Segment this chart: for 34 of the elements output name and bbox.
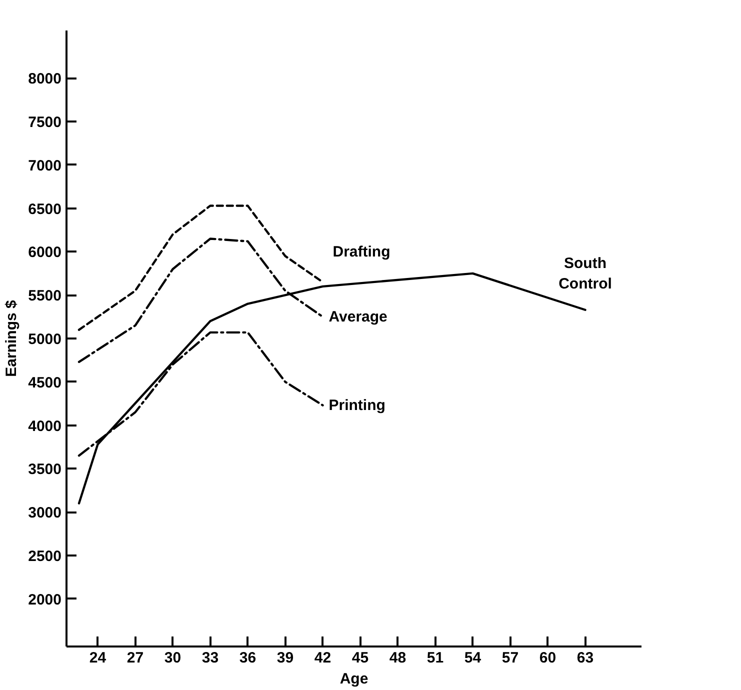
series-label: South Control [558, 255, 612, 293]
y-tick-label: 6000 [28, 244, 62, 262]
series-label: Drafting [332, 244, 390, 261]
y-tick-label: 5500 [28, 288, 62, 305]
y-tick-label: 3000 [28, 504, 62, 522]
y-tick-label: 7000 [28, 157, 62, 174]
y-tick-label: 4000 [28, 418, 62, 435]
series-label: Average [328, 308, 388, 326]
x-tick-label: 33 [202, 650, 219, 666]
y-tick-label: 3500 [28, 461, 62, 478]
x-tick-label: 60 [539, 650, 556, 666]
y-tick-label: 2500 [28, 548, 62, 565]
x-tick-label: 27 [126, 650, 144, 666]
x-tick-label: 48 [389, 650, 406, 666]
x-tick-label: 30 [164, 650, 182, 666]
x-tick-label: 39 [276, 650, 294, 666]
series-label: Printing [328, 396, 386, 414]
x-tick-label: 51 [426, 650, 444, 666]
y-tick-label: 6500 [28, 200, 62, 218]
y-axis-title: Earnings $ [3, 299, 20, 377]
x-tick-label: 24 [89, 650, 107, 666]
x-tick-label: 36 [239, 650, 256, 666]
x-tick-label: 57 [502, 650, 519, 666]
y-tick-label: 2000 [28, 591, 62, 608]
line-series [78, 204, 324, 331]
x-tick-label: 63 [576, 650, 594, 666]
y-tick-label: 8000 [28, 70, 62, 88]
x-tick-label: 54 [464, 650, 482, 666]
x-axis-title: Age [340, 670, 368, 688]
y-tick-label: 5000 [28, 331, 62, 348]
y-tick-label: 4500 [28, 374, 62, 392]
x-tick-label: 45 [352, 650, 369, 666]
x-tick-label: 42 [314, 650, 332, 666]
y-tick-label: 7500 [28, 114, 62, 132]
